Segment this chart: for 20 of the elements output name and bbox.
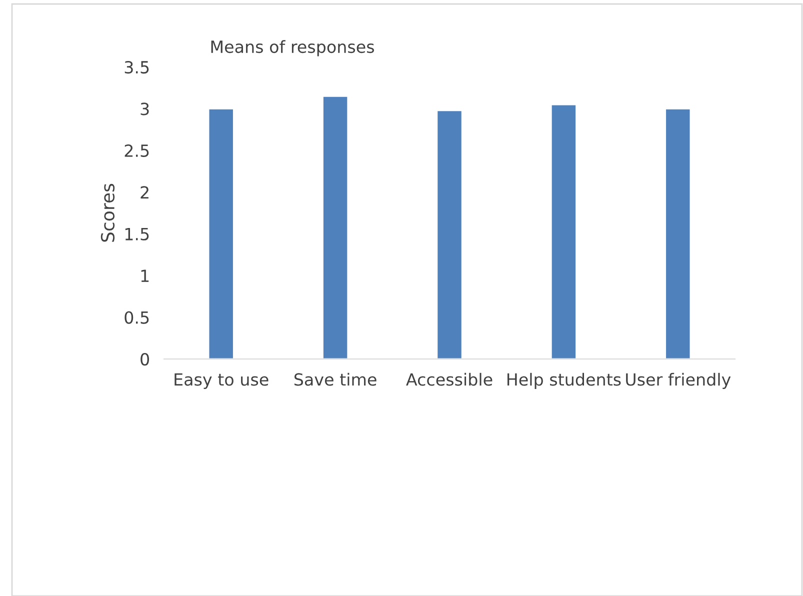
bar bbox=[664, 108, 692, 359]
y-tick-label: 0.5 bbox=[124, 311, 149, 324]
bar bbox=[322, 96, 349, 359]
y-tick-label: 2.5 bbox=[124, 144, 149, 157]
x-tick-label: User friendly bbox=[626, 372, 731, 390]
bar bbox=[436, 110, 463, 359]
y-tick-label: 3 bbox=[140, 102, 149, 116]
bar bbox=[208, 108, 234, 359]
y-tick-label: 1 bbox=[141, 270, 149, 282]
x-tick-label: Save time bbox=[294, 372, 376, 386]
x-tick-label: Accessible bbox=[406, 372, 492, 386]
chart-title: Means of responses bbox=[211, 40, 374, 56]
y-tick-label: 3.5 bbox=[124, 60, 149, 74]
y-tick-label: 1.5 bbox=[125, 228, 149, 240]
bar bbox=[550, 104, 577, 359]
x-tick-label: Easy to use bbox=[174, 373, 268, 390]
y-tick-label: 2 bbox=[140, 186, 148, 198]
y-axis-title: Scores bbox=[100, 184, 115, 242]
y-tick-label: 0 bbox=[140, 352, 150, 366]
x-tick-label: Help students bbox=[507, 372, 621, 390]
